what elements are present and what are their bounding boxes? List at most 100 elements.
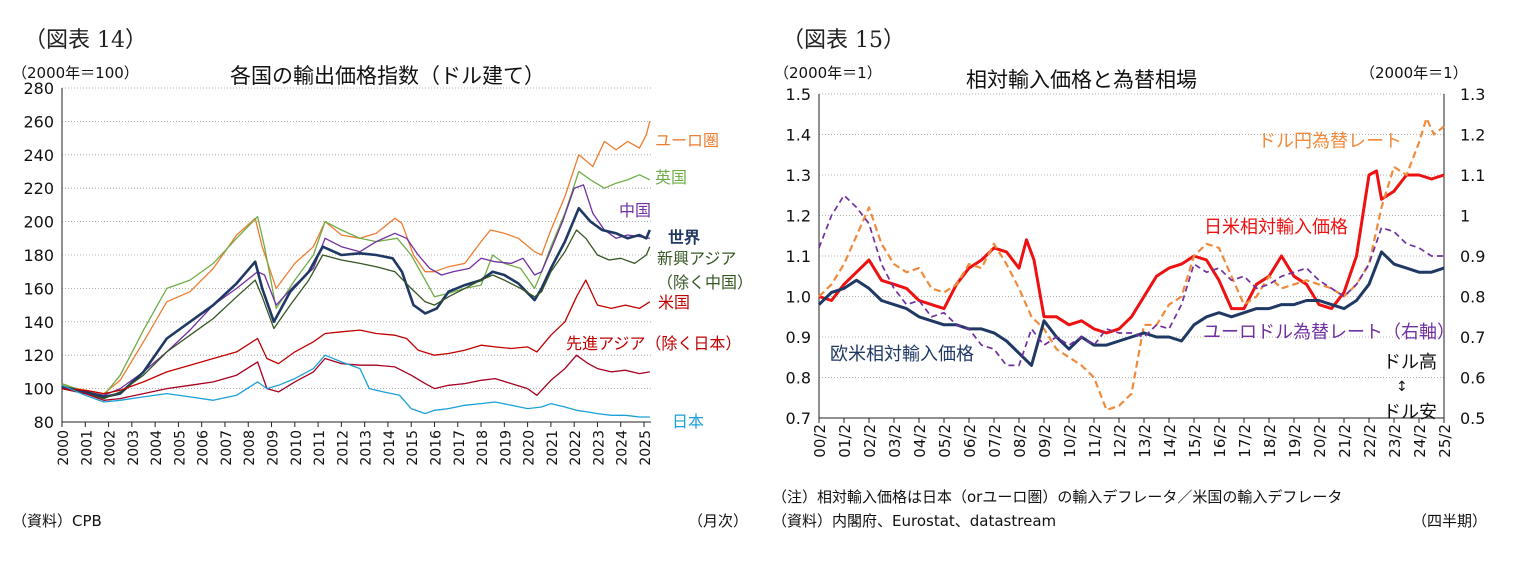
x-tick-label: 2018 (475, 430, 491, 466)
x-tick-label: 15/2 (1186, 424, 1204, 458)
series-label-0: ユーロ圏 (655, 131, 719, 150)
y-tick-label: 220 (23, 179, 54, 198)
x-tick-label: 09/2 (1036, 424, 1054, 458)
x-tick-label: 03/2 (886, 424, 904, 458)
x-tick-label: 2012 (335, 430, 351, 466)
series-line-2 (61, 184, 650, 396)
y-left-tick-label: 1.3 (786, 166, 811, 185)
x-tick-label: 13/2 (1136, 424, 1154, 458)
series-label-2: 中国 (619, 201, 651, 220)
y-tick-label: 140 (23, 313, 54, 332)
figure-14: （図表 14） （2000年＝100） 各国の輸出価格指数（ドル建て） （資料）… (0, 0, 756, 561)
x-tick-label: 2006 (196, 430, 212, 466)
y-left-tick-label: 0.9 (786, 328, 811, 347)
x-tick-label: 16/2 (1211, 424, 1229, 458)
figure-15-title: 相対輸入価格と為替相場 (966, 68, 1197, 92)
series-line-0 (61, 121, 651, 395)
series-label-0: ドル円為替レート (1258, 131, 1402, 152)
x-tick-label: 2016 (428, 430, 444, 466)
x-tick-label: 23/2 (1386, 424, 1404, 458)
series-line-1 (61, 170, 651, 396)
series-label-6: ドル安 (1383, 402, 1437, 423)
x-tick-label: 2019 (498, 430, 514, 466)
x-tick-label: 14/2 (1161, 424, 1179, 458)
x-tick-label: 21/2 (1336, 424, 1354, 458)
x-tick-label: 11/2 (1086, 424, 1104, 458)
y-right-tick-label: 1.1 (1460, 166, 1485, 185)
series-label-1: 日米相対輸入価格 (1204, 217, 1348, 238)
x-tick-label: 04/2 (911, 424, 929, 458)
x-tick-label: 2009 (266, 430, 282, 466)
y-right-tick-label: 0.6 (1460, 369, 1485, 388)
x-tick-label: 2013 (359, 430, 375, 466)
figure-14-x-unit: （月次） (688, 512, 749, 530)
x-tick-label: 2001 (79, 430, 95, 466)
series-line-1 (818, 117, 1445, 411)
series-label-3: 世界 (668, 228, 700, 247)
x-tick-label: 07/2 (986, 424, 1004, 458)
series-label-6: 米国 (658, 293, 690, 312)
y-tick-label: 120 (23, 346, 54, 365)
y-tick-label: 260 (23, 112, 54, 131)
series-label-4: 新興アジア (657, 249, 736, 268)
series-label-1: 英国 (655, 168, 687, 187)
x-tick-label: 2000 (56, 430, 72, 466)
y-right-tick-label: 0.8 (1460, 288, 1485, 307)
series-line-7 (61, 354, 650, 418)
series-label-5: ↕ (1396, 379, 1408, 395)
figure-14-title: 各国の輸出価格指数（ドル建て） (230, 64, 545, 88)
series-label-3: 欧米相対輸入価格 (830, 344, 974, 365)
series-line-6 (61, 354, 650, 401)
x-tick-label: 25/2 (1436, 424, 1454, 458)
x-tick-label: 01/2 (836, 424, 854, 458)
y-left-tick-label: 1.0 (786, 288, 811, 307)
y-right-tick-label: 0.5 (1460, 409, 1485, 428)
series-line-5 (61, 279, 651, 395)
y-right-tick-label: 1.2 (1460, 126, 1485, 145)
figure-15-plot: 0.7 0.8 0.9 1.0 1.1 1.2 1.3 1.4 1.5 0.5 0.6 0.7 0.8 0… (786, 85, 1486, 458)
x-tick-label: 22/2 (1361, 424, 1379, 458)
y-tick-label: 240 (23, 146, 54, 165)
series-label-2: ユーロドル為替レート（右軸） (1203, 322, 1455, 343)
series-label-8: 日本 (672, 412, 704, 431)
y-left-tick-label: 0.8 (786, 369, 811, 388)
y-right-tick-label: 1.3 (1460, 85, 1485, 104)
y-tick-label: 160 (23, 279, 54, 298)
x-tick-label: 02/2 (861, 424, 879, 458)
x-tick-label: 20/2 (1311, 424, 1329, 458)
y-tick-label: 200 (23, 213, 54, 232)
series-label-4: ドル高 (1383, 352, 1437, 373)
x-tick-label: 2020 (522, 430, 538, 466)
figure-15-label: （図表 15） (782, 28, 905, 53)
y-right-tick-label: 0.7 (1460, 328, 1485, 347)
figure-15-y-unit-left: （2000年＝1） (774, 64, 882, 82)
x-tick-label: 2025 (638, 430, 654, 466)
x-tick-label: 2014 (382, 430, 398, 466)
x-tick-label: 2007 (219, 430, 235, 466)
x-tick-label: 2022 (568, 430, 584, 466)
x-tick-label: 2011 (312, 430, 328, 466)
x-tick-label: 10/2 (1061, 424, 1079, 458)
series-line-2 (817, 250, 1445, 367)
x-tick-label: 2002 (103, 430, 119, 466)
series-label-7: 先進アジア（除く日本） (566, 334, 741, 353)
x-tick-label: 05/2 (936, 424, 954, 458)
x-tick-label: 2003 (126, 430, 142, 466)
x-tick-label: 18/2 (1261, 424, 1279, 458)
x-tick-label: 2010 (289, 430, 305, 466)
y-right-tick-label: 1 (1460, 207, 1470, 226)
x-tick-label: 06/2 (961, 424, 979, 458)
x-tick-label: 00/2 (811, 424, 829, 458)
y-tick-label: 100 (23, 380, 54, 399)
y-left-tick-label: 1.4 (786, 126, 811, 145)
series-line-3 (818, 194, 1444, 367)
y-left-tick-label: 1.5 (786, 85, 811, 104)
series-label-5: （除く中国） (657, 273, 753, 292)
x-tick-label: 2021 (545, 430, 561, 466)
y-tick-label: 180 (23, 246, 54, 265)
y-right-tick-label: 0.9 (1460, 247, 1485, 266)
figure-14-label: （図表 14） (24, 28, 147, 53)
x-tick-label: 2024 (615, 430, 631, 466)
x-tick-label: 2015 (405, 430, 421, 466)
x-tick-label: 17/2 (1236, 424, 1254, 458)
